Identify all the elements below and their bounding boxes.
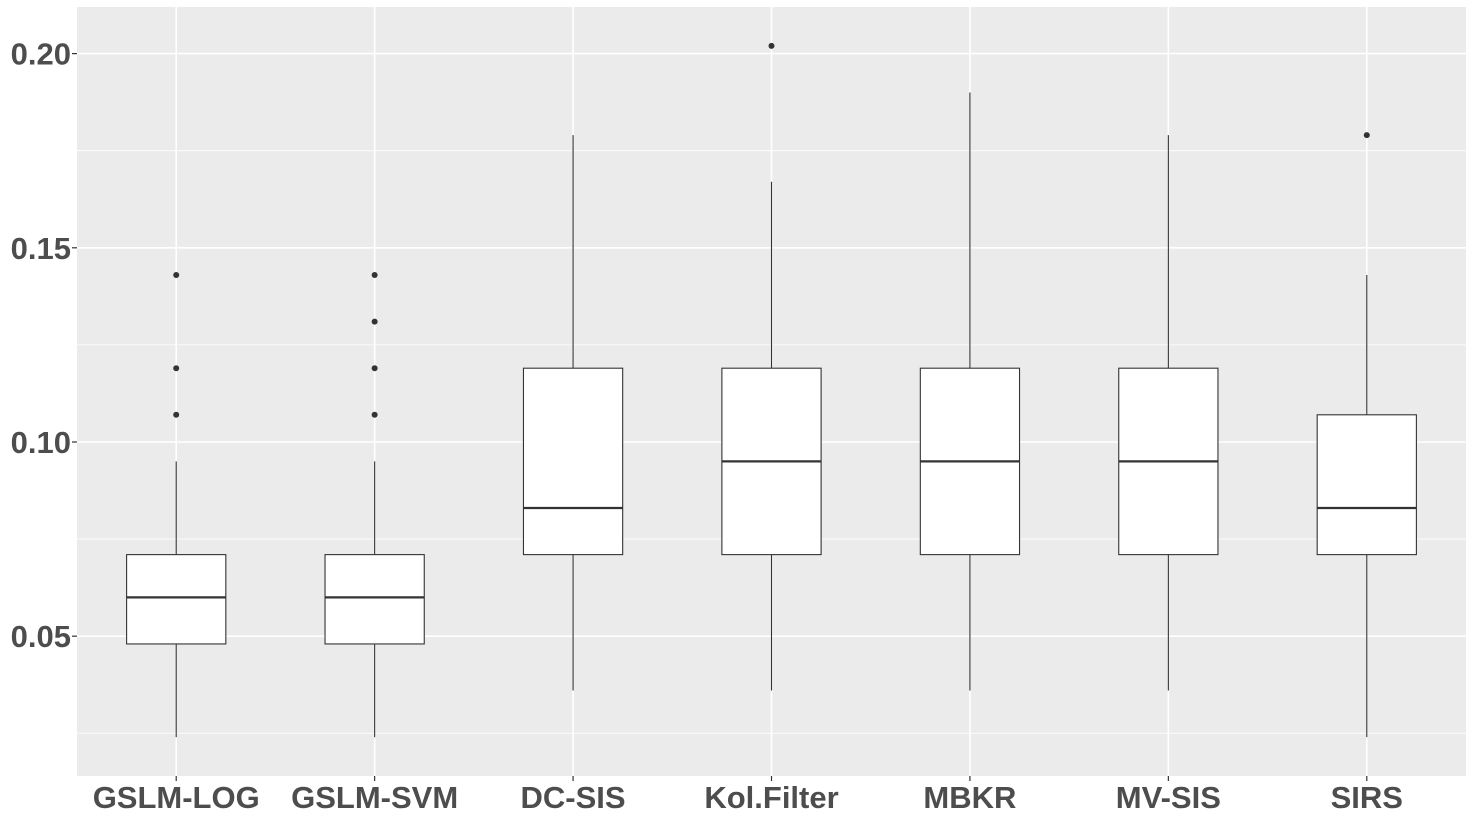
outlier-point [173, 411, 180, 418]
x-tick-label: GSLM-LOG [93, 780, 260, 815]
x-tick-label: MV-SIS [1116, 780, 1221, 815]
x-tick-label: SIRS [1331, 780, 1403, 815]
outlier-point [371, 318, 378, 325]
outlier-point [1363, 132, 1370, 139]
outlier-point [371, 411, 378, 418]
y-tick-label: 0.05 [11, 619, 71, 654]
outlier-point [371, 365, 378, 372]
x-tick-label: DC-SIS [521, 780, 626, 815]
y-tick-label: 0.15 [11, 231, 71, 266]
box-iqr [1316, 414, 1417, 556]
outlier-point [371, 271, 378, 278]
y-tick-label: 0.10 [11, 425, 71, 460]
outlier-point [173, 365, 180, 372]
box-iqr [324, 554, 425, 645]
box-iqr [522, 367, 624, 556]
outlier-point [768, 42, 775, 49]
x-tick-label: MBKR [923, 780, 1016, 815]
y-tick-label: 0.20 [11, 37, 71, 72]
x-tick-label: Kol.Filter [704, 780, 838, 815]
outlier-point [173, 271, 180, 278]
box-iqr [126, 554, 227, 645]
x-tick-label: GSLM-SVM [291, 780, 458, 815]
